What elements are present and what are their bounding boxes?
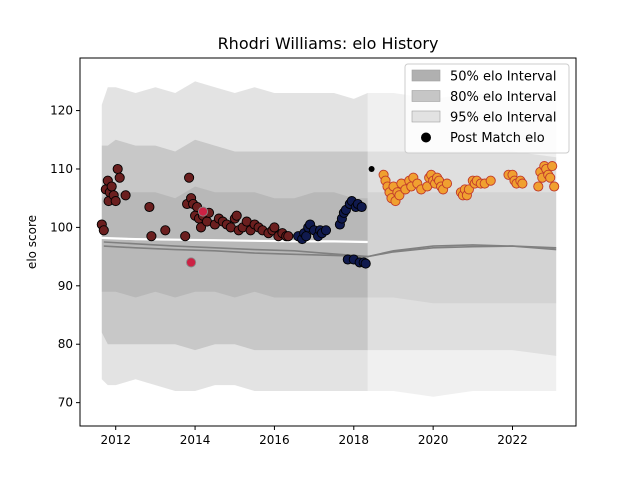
- data-point-series-1: [269, 222, 280, 233]
- data-point-series-1: [98, 225, 109, 236]
- data-point-series-4: [545, 172, 556, 183]
- x-tick-label: 2016: [259, 433, 290, 447]
- data-point-series-1: [112, 163, 123, 175]
- data-point-series-3: [301, 231, 312, 242]
- y-tick-label: 100: [50, 220, 73, 234]
- y-tick-label: 70: [58, 396, 73, 410]
- data-point-series-4: [485, 175, 496, 186]
- data-point-series-1: [184, 172, 195, 183]
- plot-area-frame: [79, 57, 577, 427]
- y-tick-label: 120: [50, 104, 73, 118]
- legend-label: 80% elo Interval: [450, 90, 557, 105]
- data-point-series-3: [320, 225, 332, 236]
- x-tick-label: 2022: [497, 433, 528, 447]
- median-elo-line: [99, 236, 368, 244]
- x-tick-label: 2012: [100, 433, 131, 447]
- data-point-series-3: [360, 258, 371, 269]
- data-point-series-1: [160, 225, 171, 236]
- y-tick-label: 110: [50, 162, 73, 176]
- legend: 50% elo Interval 80% elo Interval 95% elo …: [404, 63, 570, 154]
- y-tick-label: 80: [58, 337, 73, 351]
- legend-swatch: [411, 90, 441, 102]
- legend-marker: [421, 132, 431, 143]
- data-point-series-4: [547, 161, 558, 172]
- post-match-points: [96, 161, 560, 269]
- data-point-series-4: [517, 178, 528, 189]
- data-point-series-2: [186, 257, 197, 268]
- data-point-series-4: [394, 190, 405, 201]
- legend-label: 50% elo Interval: [450, 70, 557, 85]
- x-tick-label: 2018: [339, 433, 370, 447]
- x-tick-label: 2020: [418, 433, 449, 447]
- history-80-interval-band: [101, 139, 368, 351]
- data-point-series-1: [283, 231, 294, 242]
- data-point-series-5: [368, 166, 375, 172]
- y-axis: 70 80 90 100 110 120: [50, 104, 80, 410]
- data-point-series-1: [110, 196, 121, 207]
- forecast-80-interval-band: [367, 151, 557, 356]
- data-point-series-3: [356, 201, 367, 213]
- legend-label: Post Match elo: [450, 131, 545, 146]
- history-50-interval-band: [101, 186, 368, 298]
- data-point-series-2: [197, 206, 209, 217]
- data-point-series-1: [106, 181, 117, 192]
- history-95-interval-band: [101, 81, 368, 392]
- data-point-series-4: [441, 178, 453, 189]
- expected-elo-line-1: [103, 241, 557, 258]
- data-point-series-1: [146, 231, 157, 242]
- data-point-series-1: [114, 172, 125, 183]
- data-point-series-4: [533, 181, 544, 192]
- expected-elo-lines: [99, 236, 557, 258]
- legend-box: [404, 63, 570, 154]
- chart-title: Rhodri Williams: elo History: [218, 34, 439, 53]
- data-point-series-1: [180, 231, 191, 242]
- expected-elo-line-2: [103, 244, 557, 258]
- y-axis-label: elo score: [25, 215, 39, 269]
- data-point-series-1: [231, 210, 242, 221]
- x-tick-label: 2014: [180, 433, 211, 447]
- legend-swatch: [411, 69, 441, 82]
- data-point-series-1: [144, 201, 155, 213]
- data-point-series-4: [549, 181, 560, 192]
- legend-swatch: [411, 110, 441, 123]
- data-point-series-1: [120, 190, 131, 201]
- legend-label: 95% elo Interval: [450, 111, 557, 126]
- x-axis: 2012 2014 2016 2018 2020 2022: [100, 426, 528, 447]
- interval-bands: [101, 81, 557, 397]
- data-point-series-1: [195, 222, 207, 233]
- y-tick-label: 90: [58, 279, 73, 293]
